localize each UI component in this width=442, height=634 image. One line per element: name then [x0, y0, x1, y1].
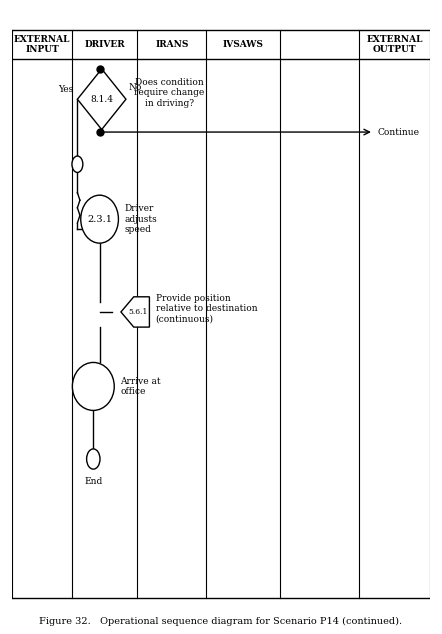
Text: 2.3.1: 2.3.1 — [87, 215, 112, 224]
Text: IRANS: IRANS — [155, 40, 188, 49]
Ellipse shape — [81, 195, 118, 243]
Text: 5.6.1: 5.6.1 — [129, 308, 148, 316]
Text: No: No — [128, 83, 141, 93]
Text: DRIVER: DRIVER — [84, 40, 125, 49]
Polygon shape — [77, 69, 126, 129]
Text: Yes: Yes — [58, 85, 73, 94]
Text: IVSAWS: IVSAWS — [222, 40, 263, 49]
Text: Continue: Continue — [378, 127, 420, 136]
Text: 8.1.4: 8.1.4 — [90, 94, 113, 104]
Text: Figure 32.   Operational sequence diagram for Scenario P14 (continued).: Figure 32. Operational sequence diagram … — [39, 617, 403, 626]
Circle shape — [87, 449, 100, 469]
Ellipse shape — [72, 363, 114, 410]
Polygon shape — [121, 297, 149, 327]
Text: Arrive at
office: Arrive at office — [121, 377, 161, 396]
Text: End: End — [84, 477, 103, 486]
Text: EXTERNAL
OUTPUT: EXTERNAL OUTPUT — [366, 35, 423, 55]
Circle shape — [72, 156, 83, 172]
Text: EXTERNAL
INPUT: EXTERNAL INPUT — [14, 35, 70, 55]
Text: Driver
adjusts
speed: Driver adjusts speed — [125, 204, 157, 234]
Text: Does condition
require change
in driving?: Does condition require change in driving… — [134, 78, 205, 108]
Text: Provide position
relative to destination
(continuous): Provide position relative to destination… — [156, 294, 257, 324]
